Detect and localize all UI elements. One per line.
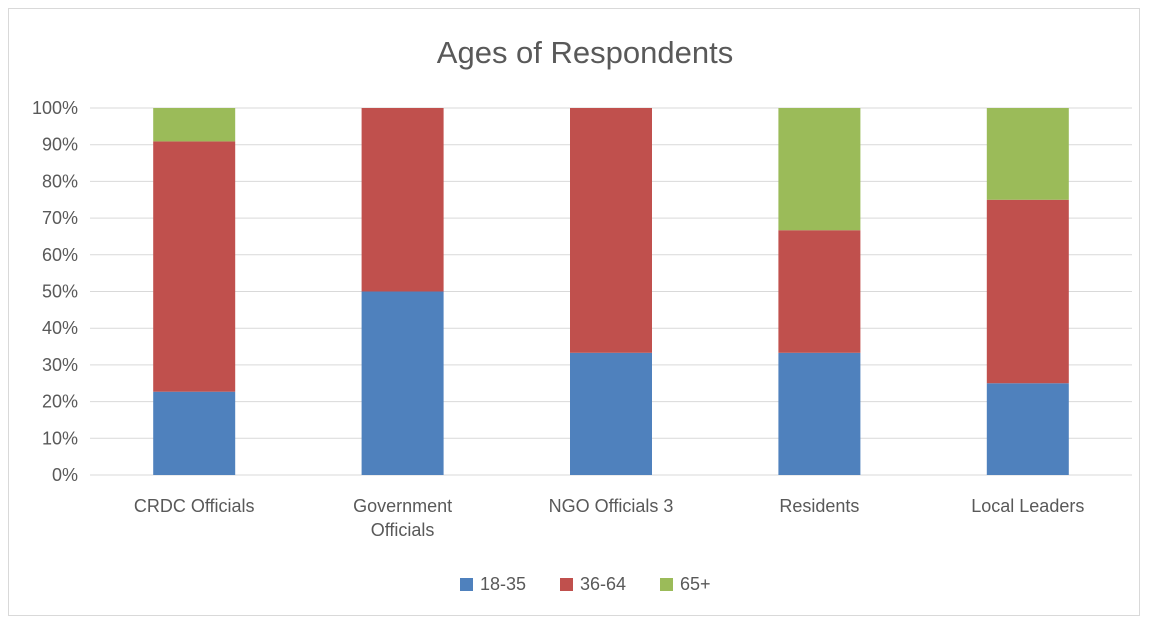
y-tick-label: 50% bbox=[42, 282, 78, 302]
y-tick-label: 10% bbox=[42, 428, 78, 448]
bar-segment-18-35 bbox=[361, 291, 444, 475]
legend-label: 18-35 bbox=[480, 574, 526, 594]
x-tick-label: Officials bbox=[371, 520, 435, 540]
x-tick-label: CRDC Officials bbox=[134, 496, 255, 516]
chart-title: Ages of Respondents bbox=[437, 35, 733, 70]
bar-segment-65+ bbox=[986, 108, 1069, 200]
legend: 18-35 36-64 65+ bbox=[460, 574, 711, 594]
y-tick-label: 90% bbox=[42, 135, 78, 155]
bar-segment-65+ bbox=[778, 108, 861, 231]
bar-segment-36-64 bbox=[570, 108, 652, 353]
x-tick-label: Government bbox=[353, 496, 452, 516]
y-tick-label: 80% bbox=[42, 171, 78, 191]
bar-segment-36-64 bbox=[153, 141, 236, 392]
y-tick-label: 0% bbox=[52, 465, 78, 485]
y-tick-label: 60% bbox=[42, 245, 78, 265]
legend-swatch bbox=[560, 578, 573, 591]
legend-label: 36-64 bbox=[580, 574, 626, 594]
legend-swatch bbox=[660, 578, 673, 591]
y-tick-label: 40% bbox=[42, 318, 78, 338]
bar-segment-18-35 bbox=[986, 383, 1069, 475]
x-tick-label: Residents bbox=[779, 496, 859, 516]
y-tick-label: 30% bbox=[42, 355, 78, 375]
bar-segment-36-64 bbox=[361, 108, 444, 292]
bar-segment-18-35 bbox=[153, 391, 236, 475]
y-tick-label: 100% bbox=[32, 98, 78, 118]
y-tick-label: 70% bbox=[42, 208, 78, 228]
bars bbox=[153, 108, 1069, 475]
x-tick-label: Local Leaders bbox=[971, 496, 1084, 516]
bar-segment-18-35 bbox=[570, 352, 652, 475]
y-axis-ticks: 0% 10% 20% 30% 40% 50% 60% 70% 80% 90% 100% bbox=[32, 98, 78, 485]
bar-segment-18-35 bbox=[778, 352, 861, 475]
bar-segment-65+ bbox=[153, 108, 236, 142]
bar-segment-36-64 bbox=[778, 230, 861, 353]
x-tick-label: NGO Officials 3 bbox=[549, 496, 674, 516]
bar-segment-36-64 bbox=[986, 199, 1069, 384]
legend-label: 65+ bbox=[680, 574, 711, 594]
x-axis-ticks: CRDC Officials Government Officials NGO Off… bbox=[134, 496, 1084, 540]
legend-swatch bbox=[460, 578, 473, 591]
y-tick-label: 20% bbox=[42, 392, 78, 412]
